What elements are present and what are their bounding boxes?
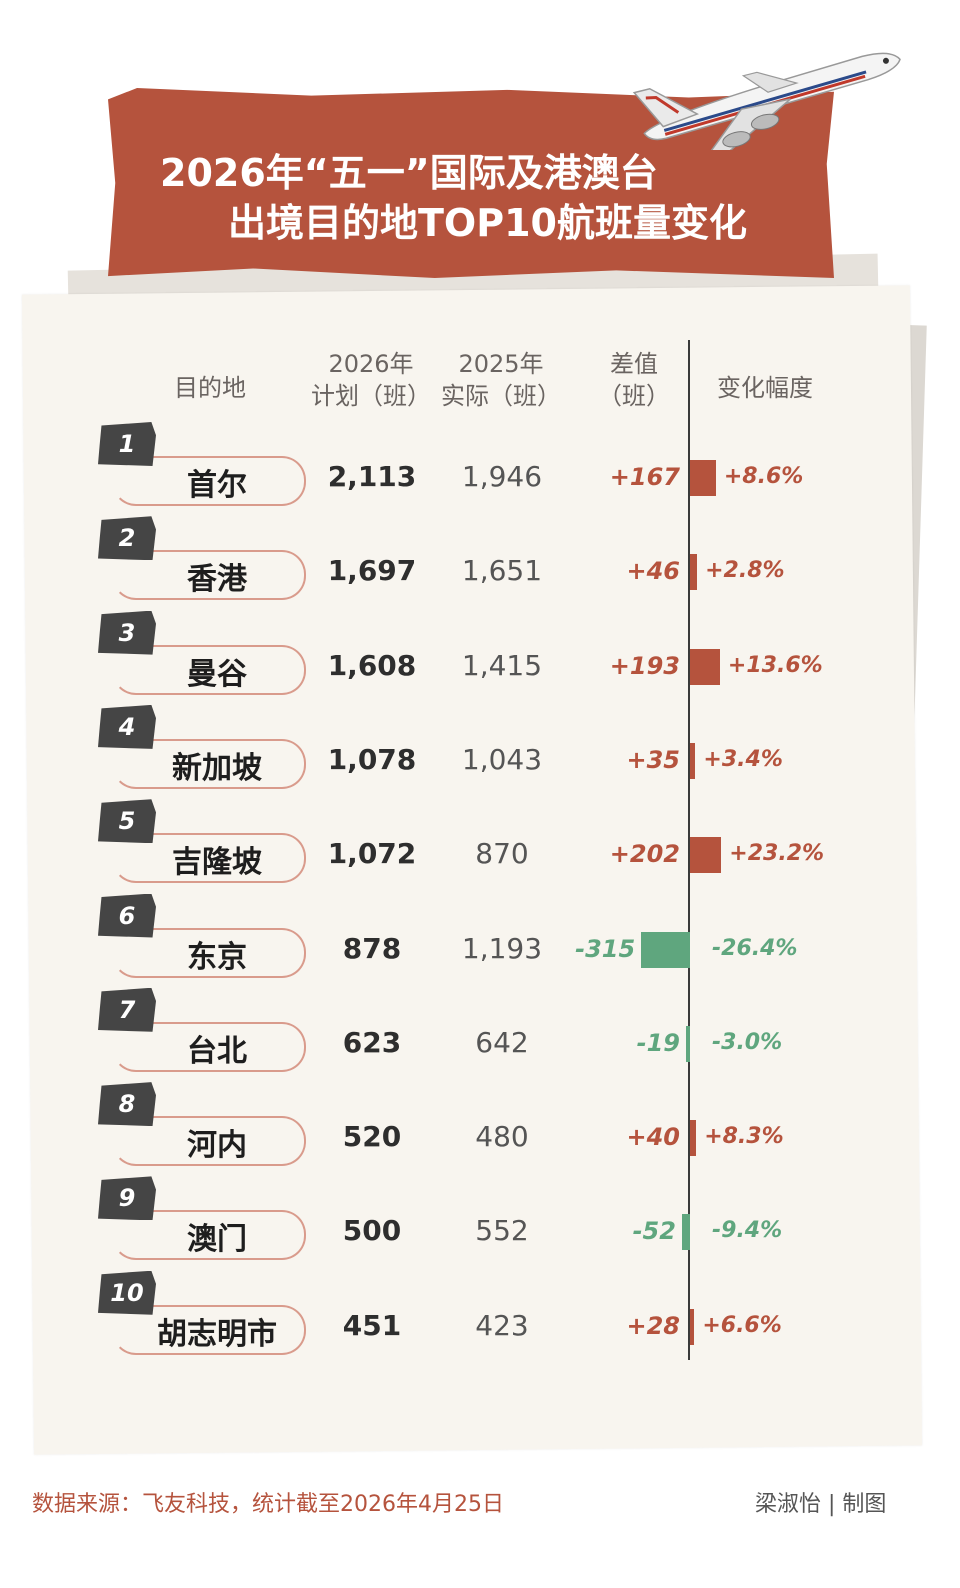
diff-bar <box>641 931 690 968</box>
actual-2025-value: 480 <box>475 1120 529 1154</box>
change-percent: -26.4% <box>712 935 798 961</box>
actual-2025-value: 1,193 <box>461 931 543 965</box>
diff-bar <box>690 1308 695 1345</box>
author-credit: 梁淑怡 | 制图 <box>755 1492 887 1517</box>
destination-pill <box>112 1116 306 1167</box>
header-destination: 目的地 <box>174 374 246 402</box>
change-percent: -3.0% <box>712 1029 783 1055</box>
diff-label: +167 <box>609 463 680 491</box>
rank-badge: 5 <box>98 799 156 844</box>
destination-name: 曼谷 <box>187 656 247 692</box>
header-plan-2026-unit: 计划（班） <box>311 382 431 410</box>
diff-bar <box>686 1025 690 1062</box>
header-diff-unit: （班） <box>598 382 670 410</box>
destination-name: 吉隆坡 <box>172 845 262 881</box>
diff-label: +28 <box>626 1311 680 1340</box>
plan-2026-value: 520 <box>342 1120 402 1154</box>
diff-bar <box>690 648 720 685</box>
diff-label: +46 <box>626 557 680 586</box>
destination-name: 新加坡 <box>172 750 262 786</box>
actual-2025-value: 1,415 <box>461 648 543 682</box>
destination-name: 首尔 <box>187 468 247 503</box>
destination-name: 香港 <box>187 562 247 598</box>
rank-badge: 3 <box>98 610 156 655</box>
header-diff-label: 差值 <box>610 350 658 378</box>
zero-axis-line <box>688 340 690 1360</box>
rank-badge: 6 <box>98 893 156 938</box>
diff-bar <box>690 554 698 591</box>
destination-name: 胡志明市 <box>157 1316 277 1352</box>
plan-2026-value: 1,078 <box>327 742 417 776</box>
diff-label: +193 <box>609 651 680 680</box>
plan-2026-value: 500 <box>342 1214 402 1248</box>
destination-pill <box>112 738 306 789</box>
destination-name: 河内 <box>187 1128 247 1164</box>
actual-2025-value: 552 <box>475 1214 529 1248</box>
title-line-2: 出境目的地TOP10航班量变化 <box>228 201 747 245</box>
header-change: 变化幅度 <box>717 374 813 402</box>
change-percent: +8.3% <box>704 1124 784 1150</box>
diff-bar <box>690 742 696 779</box>
destination-pill <box>112 1021 306 1072</box>
rank-badge: 7 <box>98 987 156 1032</box>
destination-name: 台北 <box>187 1033 247 1069</box>
diff-bar <box>681 1214 690 1251</box>
rank-badge: 8 <box>98 1082 156 1127</box>
data-source: 数据来源：飞友科技，统计截至2026年4月25日 <box>32 1492 504 1517</box>
actual-2025-value: 423 <box>475 1308 529 1342</box>
header-actual-2025-unit: 实际（班） <box>441 382 561 410</box>
actual-2025-value: 870 <box>475 837 529 871</box>
rank-badge: 2 <box>98 516 156 561</box>
diff-label: -52 <box>632 1217 676 1246</box>
change-percent: +2.8% <box>705 558 785 584</box>
destination-pill <box>112 456 306 506</box>
plan-2026-value: 878 <box>342 931 402 965</box>
destination-pill <box>112 1304 306 1355</box>
change-percent: +13.6% <box>727 652 823 678</box>
diff-bar <box>690 837 722 874</box>
header-actual-2025: 2025年 实际（班） <box>436 348 566 412</box>
header-plan-2026: 2026年 计划（班） <box>306 348 436 412</box>
diff-label: +40 <box>626 1123 680 1152</box>
change-percent: +8.6% <box>723 464 804 489</box>
plan-2026-value: 1,608 <box>327 648 417 682</box>
destination-pill <box>112 1210 306 1261</box>
header-diff: 差值 （班） <box>584 348 684 412</box>
destination-name: 东京 <box>187 939 247 975</box>
diff-label: -315 <box>575 934 636 963</box>
diff-label: -19 <box>636 1028 680 1057</box>
actual-2025-value: 1,043 <box>461 742 543 776</box>
actual-2025-value: 1,946 <box>461 460 543 493</box>
plan-2026-value: 1,072 <box>327 837 417 871</box>
title-line-1: 2026年“五一”国际及港澳台 <box>160 151 658 195</box>
rank-badge: 1 <box>98 422 156 466</box>
actual-2025-value: 642 <box>475 1025 529 1059</box>
destination-pill <box>112 927 306 978</box>
plan-2026-value: 451 <box>342 1308 402 1342</box>
diff-label: +35 <box>626 745 680 774</box>
diff-bar <box>690 460 716 496</box>
header-plan-2026-year: 2026年 <box>328 350 414 378</box>
destination-pill <box>112 644 306 695</box>
change-percent: +3.4% <box>703 746 783 772</box>
diff-bar <box>690 1120 697 1157</box>
actual-2025-value: 1,651 <box>461 554 543 588</box>
destination-name: 澳门 <box>187 1222 247 1258</box>
rank-badge: 4 <box>98 704 156 749</box>
rank-badge: 10 <box>98 1270 156 1315</box>
header-actual-2025-year: 2025年 <box>458 350 544 378</box>
plan-2026-value: 1,697 <box>327 554 417 588</box>
rank-badge: 9 <box>98 1176 156 1221</box>
change-percent: +6.6% <box>702 1312 782 1338</box>
airplane-icon <box>632 52 901 150</box>
plan-2026-value: 2,113 <box>327 460 417 493</box>
diff-label: +202 <box>609 840 680 869</box>
change-percent: -9.4% <box>712 1218 783 1244</box>
destination-pill <box>112 833 306 884</box>
change-percent: +23.2% <box>729 841 825 867</box>
destination-pill <box>112 550 306 601</box>
plan-2026-value: 623 <box>342 1025 402 1059</box>
